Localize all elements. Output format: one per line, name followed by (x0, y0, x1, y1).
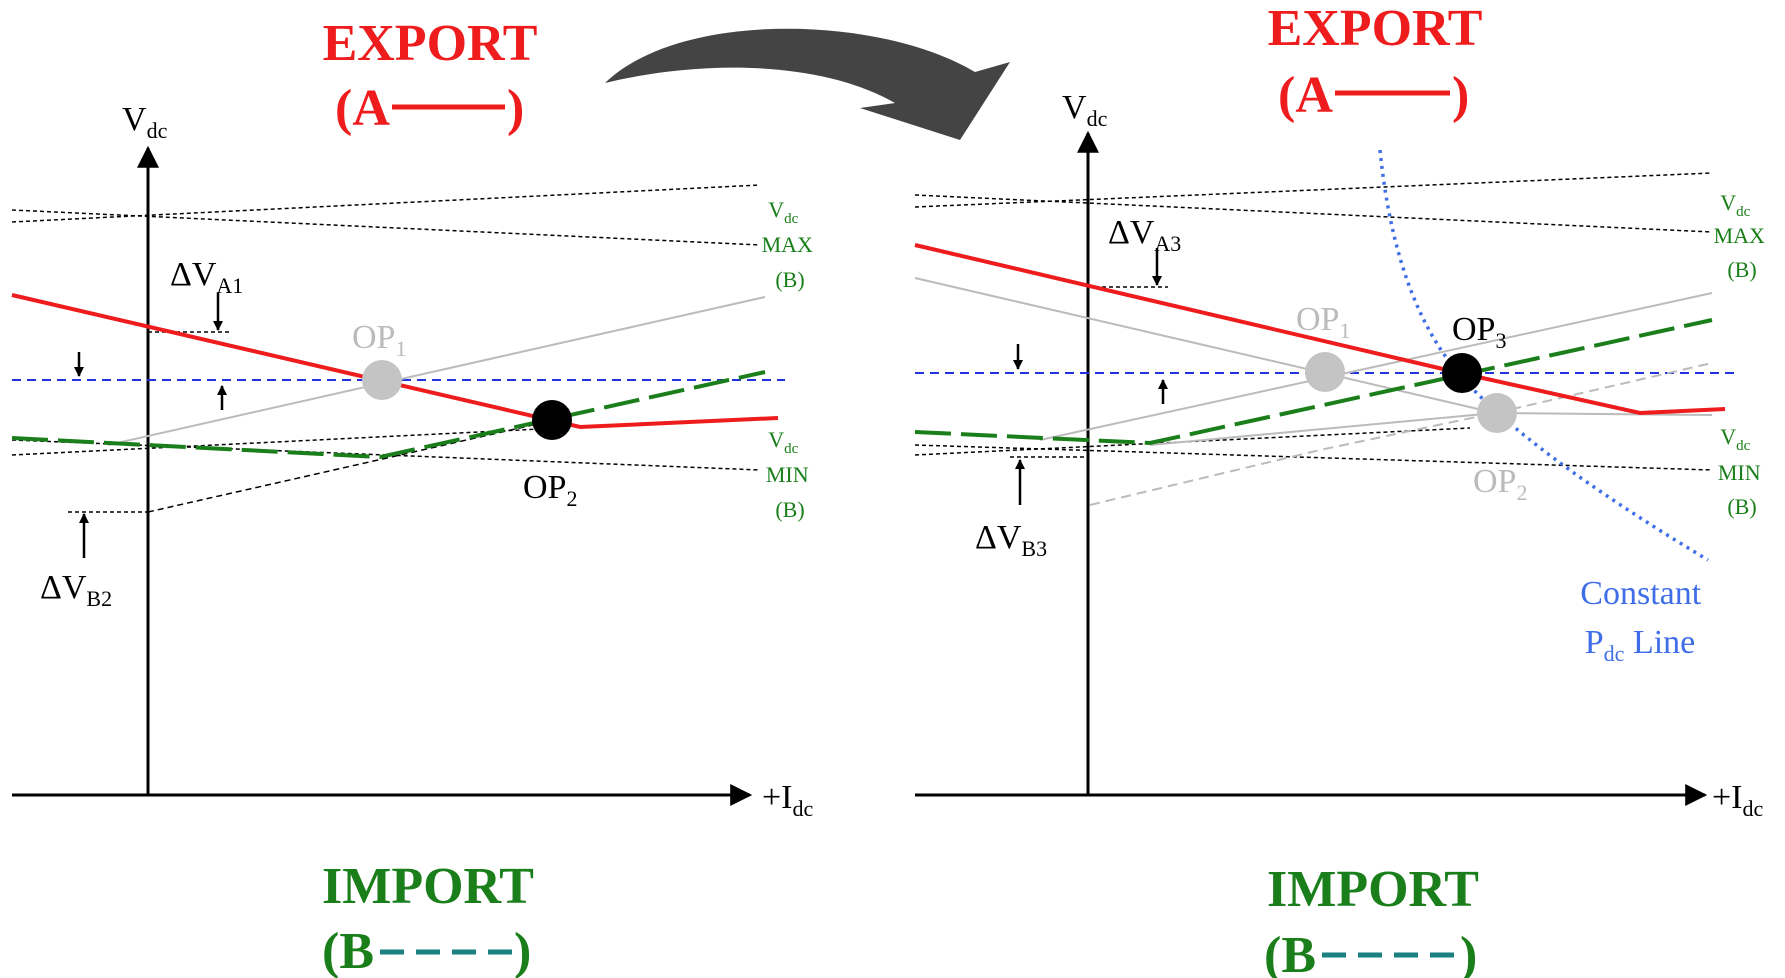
left-import-characteristic (11, 370, 766, 460)
right-vmax-line-lower (914, 194, 1713, 233)
right-vmin-line-upper (914, 427, 1471, 456)
left-import-legend-close: ) (514, 923, 531, 978)
right-op3-label: OP3 (1452, 311, 1506, 353)
left-delta-va-label: ΔVA1 (170, 256, 243, 298)
left-vmax-line-upper (11, 184, 761, 223)
left-export-legend-close: ) (507, 80, 524, 137)
left-op2-marker (532, 400, 572, 440)
right-op1-marker (1305, 352, 1345, 392)
right-op2-label: OP2 (1473, 463, 1527, 505)
right-op3-marker (1442, 353, 1482, 393)
right-constant-pdc-label: Constant Pdc Line (1580, 575, 1709, 666)
right-y-axis-label: Vdc (1062, 89, 1108, 131)
left-export-title: EXPORT (323, 15, 538, 72)
right-export-characteristic (914, 243, 1726, 416)
left-panel: EXPORT (A ) IMPORT (B ) Vdc +Idc (11, 15, 819, 978)
left-original-import-characteristic (107, 296, 766, 446)
right-gray-shifted-dashed (1089, 362, 1713, 506)
left-vmin-line-upper (11, 427, 561, 456)
right-op1-label: OP1 (1296, 301, 1350, 343)
left-op1-marker (362, 360, 402, 400)
right-export-legend: (A (1278, 67, 1333, 124)
left-import-legend: (B (322, 923, 374, 978)
left-x-axis-label: +Idc (762, 779, 814, 821)
left-y-axis-label: Vdc (122, 101, 168, 143)
right-vmax-line-upper (914, 172, 1713, 208)
right-gray-export-characteristic (914, 277, 1713, 416)
transition-arrow (605, 28, 1010, 141)
right-import-title: IMPORT (1267, 861, 1479, 918)
right-import-legend: (B (1264, 927, 1316, 978)
right-op2-marker (1477, 393, 1517, 433)
right-x-axis-label: +Idc (1712, 779, 1764, 821)
right-delta-va-label: ΔVA3 (1108, 214, 1181, 256)
right-export-title: EXPORT (1268, 0, 1483, 57)
left-op2-label: OP2 (523, 469, 577, 511)
left-export-legend: (A (335, 80, 390, 137)
left-vmin-label: Vdc MIN (B) (766, 427, 814, 522)
right-panel: EXPORT (A ) IMPORT (B ) Vdc +Idc (914, 0, 1771, 978)
left-import-title: IMPORT (322, 858, 534, 915)
right-import-legend-close: ) (1460, 927, 1477, 978)
left-vmax-line-lower (11, 209, 761, 246)
left-op1-label: OP1 (352, 319, 406, 361)
left-export-characteristic (11, 293, 779, 430)
left-delta-vb-label: ΔVB2 (40, 569, 112, 611)
right-vmax-label: Vdc MAX (B) (1714, 190, 1771, 282)
right-import-characteristic (914, 318, 1713, 446)
right-gray-import-shifted-solid (1149, 412, 1496, 446)
right-export-legend-close: ) (1452, 67, 1469, 124)
right-vmin-label: Vdc MIN (B) (1718, 424, 1766, 519)
left-vmax-label: Vdc MAX (B) (762, 197, 819, 292)
right-delta-vb-label: ΔVB3 (975, 519, 1047, 561)
right-gray-import-characteristic (1039, 292, 1713, 441)
